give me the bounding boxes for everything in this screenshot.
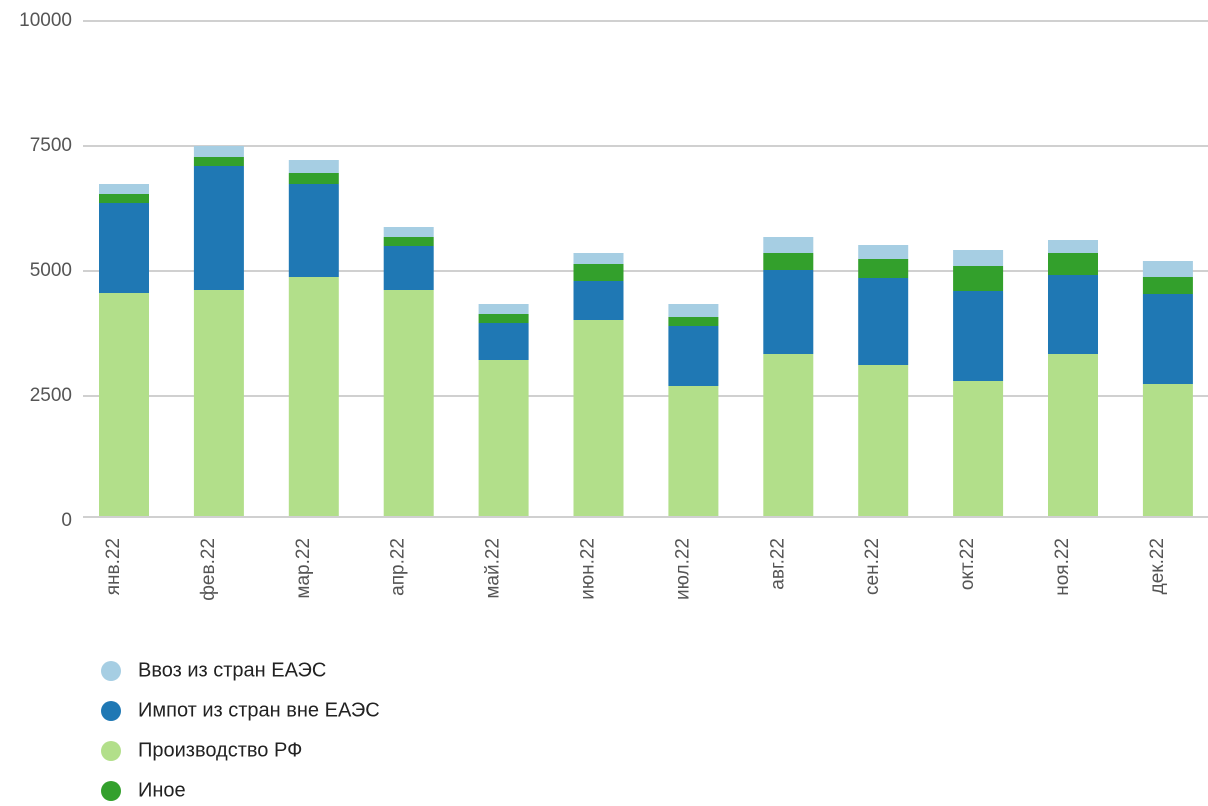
x-tick-label: авг.22 [767, 538, 788, 590]
bar-segment [953, 381, 1004, 516]
bar-segment [668, 317, 719, 326]
y-tick-label: 0 [61, 510, 72, 531]
bar-segment [1142, 384, 1193, 516]
x-tick-label: фев.22 [198, 538, 219, 601]
bar-segment [193, 146, 244, 157]
bar-segment [858, 245, 909, 259]
legend-marker [101, 741, 121, 761]
bar-segment [573, 253, 624, 264]
bar-segment [1142, 277, 1193, 294]
bar-segment [668, 326, 719, 386]
bar-segment [383, 227, 434, 237]
bar-segment [573, 320, 624, 516]
bar-segment [99, 293, 149, 516]
bar-segment [763, 237, 814, 253]
bar-segment [478, 314, 529, 323]
bar-segment [573, 264, 624, 281]
bar-segment [288, 173, 339, 184]
bar-segment [1142, 261, 1193, 277]
x-tick-label: июл.22 [672, 538, 693, 600]
bar-segment [99, 184, 149, 194]
bar-segment [763, 270, 814, 354]
legend-label: Импот из стран вне ЕАЭС [138, 699, 380, 721]
y-tick-label: 10000 [19, 10, 72, 31]
x-tick-label: янв.22 [103, 538, 124, 595]
bar-segment [668, 304, 719, 317]
bar-segment [1048, 253, 1098, 275]
x-tick-label: окт.22 [957, 538, 978, 590]
bar-segment [478, 304, 529, 314]
bar-segment [763, 354, 814, 516]
bar-segment [668, 386, 719, 516]
bar-segment [953, 250, 1004, 266]
bar-segment [858, 278, 909, 365]
bar-segment [383, 246, 434, 290]
bar-segment [1048, 240, 1098, 253]
bar-segment [288, 277, 339, 516]
bar-segment [953, 291, 1004, 381]
x-tick-label: дек.22 [1147, 538, 1168, 594]
legend-marker [101, 661, 121, 681]
x-tick-label: май.22 [483, 538, 504, 599]
y-tick-label: 7500 [30, 135, 72, 156]
legend-label: Производство РФ [138, 739, 302, 761]
bar-segment [573, 281, 624, 320]
legend-marker [101, 701, 121, 721]
legend-marker [101, 781, 121, 801]
bar-segment [1142, 294, 1193, 384]
bar-segment [99, 203, 149, 293]
bar-segment [1048, 354, 1098, 516]
bar-segment [193, 166, 244, 290]
bar-segment [858, 365, 909, 516]
bar-segment [478, 323, 529, 360]
x-tick-label: сен.22 [862, 538, 883, 595]
x-tick-label: июн.22 [578, 538, 599, 600]
bar-segment [858, 259, 909, 278]
bar-segment [99, 194, 149, 203]
legend-label: Иное [138, 779, 186, 801]
bar-segment [953, 266, 1004, 291]
bar-segment [193, 290, 244, 516]
bar-segment [763, 253, 814, 270]
bar-segment [288, 160, 339, 173]
x-tick-label: мар.22 [293, 538, 314, 599]
x-tick-label: ноя.22 [1052, 538, 1073, 596]
legend-label: Ввоз из стран ЕАЭС [138, 659, 326, 681]
bar-segment [478, 360, 529, 516]
bar-segment [288, 184, 339, 277]
x-tick-label: апр.22 [388, 538, 409, 596]
bar-segment [383, 290, 434, 516]
bar-segment [383, 237, 434, 246]
bar-segment [193, 157, 244, 166]
bar-segment [1048, 275, 1098, 354]
y-tick-label: 2500 [30, 385, 72, 406]
y-tick-label: 5000 [30, 260, 72, 281]
